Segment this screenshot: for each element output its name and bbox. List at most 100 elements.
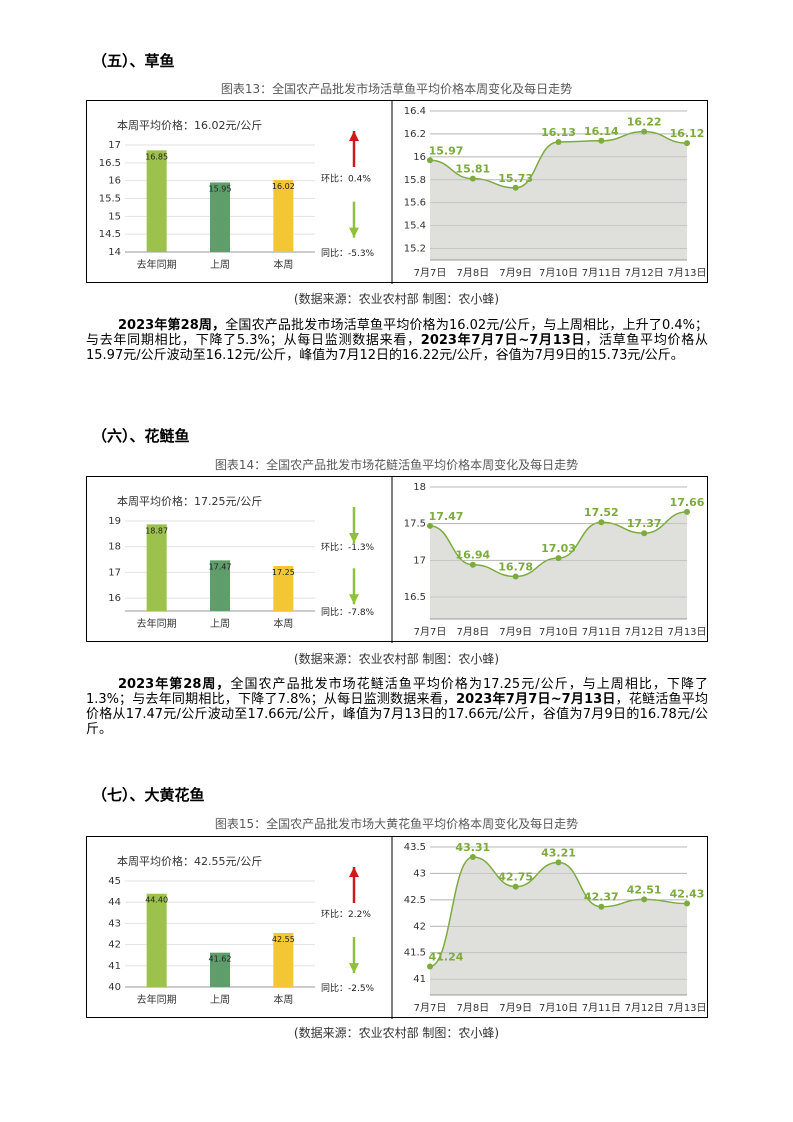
data-point-label: 15.97 [429, 144, 464, 157]
bar-y-tick-label: 17 [108, 140, 121, 151]
data-point-label: 16.78 [498, 560, 533, 573]
bar-3 [273, 566, 294, 611]
bar-value-label: 16.02 [272, 182, 295, 191]
bar-y-tick-label: 14.5 [99, 229, 121, 240]
year-on-year-ratio: 同比：-7.8% [321, 606, 375, 618]
bar-x-tick-label: 上周 [210, 259, 230, 271]
year-on-year-ratio: 同比：-5.3% [321, 247, 375, 259]
bar-x-tick-label: 本周 [273, 617, 293, 630]
data-point-5 [598, 137, 605, 144]
data-point-label: 42.75 [498, 871, 533, 884]
data-point-label: 43.31 [455, 841, 490, 854]
bar-x-tick-label: 去年同期 [137, 617, 177, 630]
bar-x-tick-label: 上周 [210, 618, 230, 630]
data-point-label: 42.51 [627, 883, 662, 896]
bar-value-label: 15.95 [209, 184, 232, 193]
arrow-down-icon [349, 963, 359, 974]
line-x-tick-label: 7月7日 [414, 1002, 447, 1014]
price-area [430, 131, 687, 260]
line-y-tick-label: 16 [413, 152, 426, 163]
data-point-label: 43.21 [541, 846, 576, 859]
line-x-tick-label: 7月10日 [539, 1002, 578, 1014]
line-y-tick-label: 18 [413, 482, 426, 493]
line-x-tick-label: 7月12日 [625, 626, 664, 638]
bar-y-tick-label: 43 [108, 918, 121, 929]
line-y-tick-label: 15.8 [404, 175, 426, 186]
data-point-6 [641, 128, 648, 135]
line-y-tick-label: 15.4 [404, 221, 426, 232]
data-point-7 [684, 508, 690, 515]
line-x-tick-label: 7月7日 [414, 267, 447, 279]
line-y-tick-label: 15.2 [404, 244, 426, 255]
data-point-3 [512, 883, 519, 890]
data-point-label: 16.13 [541, 126, 576, 139]
chart-frame: 本周平均价格：17.25元/公斤 16 17 18 19 18.87 去年同期 17.47 上周… [86, 476, 708, 643]
line-y-tick-label: 16.4 [404, 106, 426, 117]
bar-value-label: 41.62 [209, 955, 232, 964]
line-x-tick-label: 7月7日 [414, 626, 447, 638]
chart-title: 图表15：全国农产品批发市场大黄花鱼平均价格本周变化及每日走势 [214, 817, 579, 831]
data-point-4 [555, 859, 562, 866]
bar-1 [146, 524, 167, 611]
combo-chart: 本周平均价格：42.55元/公斤 40 41 42 43 44 45 44.40 去年同期 41.… [108, 837, 707, 1019]
bar-y-tick-label: 19 [108, 516, 121, 527]
data-point-label: 17.66 [670, 496, 705, 509]
bar-value-label: 16.85 [145, 152, 168, 161]
line-y-tick-label: 43 [413, 868, 426, 879]
bar-y-tick-label: 45 [108, 876, 121, 887]
arrow-up-icon [349, 867, 359, 877]
analysis-paragraph: 2023年第28周，全国农产品批发市场活草鱼平均价格为16.02元/公斤，与上周… [86, 318, 709, 363]
data-point-5 [598, 903, 605, 910]
data-point-1 [427, 157, 433, 164]
data-point-label: 17.52 [584, 506, 619, 519]
bar-value-label: 17.47 [209, 562, 232, 571]
line-x-tick-label: 7月13日 [667, 267, 706, 279]
line-x-tick-label: 7月12日 [625, 1002, 664, 1014]
arrow-down-icon [349, 227, 359, 238]
bar-3 [273, 932, 294, 987]
data-point-1 [427, 522, 433, 529]
bar-y-tick-label: 42 [108, 940, 121, 951]
bar-x-tick-label: 去年同期 [137, 993, 177, 1006]
line-x-tick-label: 7月8日 [456, 626, 489, 638]
data-point-label: 41.24 [429, 950, 464, 963]
line-x-tick-label: 7月12日 [625, 267, 664, 279]
line-x-tick-label: 7月10日 [539, 267, 578, 279]
line-x-tick-label: 7月8日 [456, 1002, 489, 1014]
bar-value-label: 42.55 [272, 935, 295, 944]
data-point-2 [469, 854, 476, 861]
line-x-tick-label: 7月8日 [456, 267, 489, 279]
bar-1 [146, 893, 167, 987]
data-point-label: 42.37 [584, 891, 619, 904]
line-x-tick-label: 7月13日 [667, 626, 706, 638]
bar-3 [273, 179, 294, 252]
section-heading: （六）、花鲢鱼 [92, 427, 190, 445]
line-x-tick-label: 7月9日 [499, 267, 532, 279]
line-x-tick-label: 7月9日 [499, 1002, 532, 1014]
line-x-tick-label: 7月9日 [499, 626, 532, 638]
line-y-tick-label: 17 [413, 555, 426, 566]
data-point-6 [641, 896, 648, 903]
line-y-tick-label: 17.5 [404, 519, 426, 530]
weekly-average-label: 本周平均价格：17.25元/公斤 [117, 494, 262, 508]
data-point-label: 16.22 [627, 116, 662, 129]
bar-y-tick-label: 18 [108, 542, 121, 553]
bar-2 [210, 182, 230, 252]
month-on-month-ratio: 环比：2.2% [321, 908, 371, 920]
data-point-label: 42.43 [670, 888, 705, 901]
bar-y-tick-label: 15.5 [99, 194, 121, 205]
bar-2 [210, 952, 230, 987]
line-y-tick-label: 42.5 [404, 895, 426, 906]
data-point-1 [427, 963, 433, 970]
weekly-average-label: 本周平均价格：42.55元/公斤 [117, 854, 262, 868]
bar-y-tick-label: 14 [108, 247, 121, 258]
data-point-label: 16.12 [670, 127, 705, 140]
chart-frame: 本周平均价格：16.02元/公斤 14 14.5 15 15.5 16 16.5 17 16.8… [86, 100, 708, 284]
bar-x-tick-label: 上周 [210, 994, 230, 1006]
bar-y-tick-label: 15 [108, 211, 121, 222]
line-y-tick-label: 42 [413, 921, 426, 932]
data-point-6 [641, 530, 648, 537]
data-point-5 [598, 519, 605, 526]
data-source: (数据来源：农业农村部 制图：农小蜂) [293, 652, 500, 666]
data-source: (数据来源：农业农村部 制图：农小蜂) [293, 1026, 500, 1040]
